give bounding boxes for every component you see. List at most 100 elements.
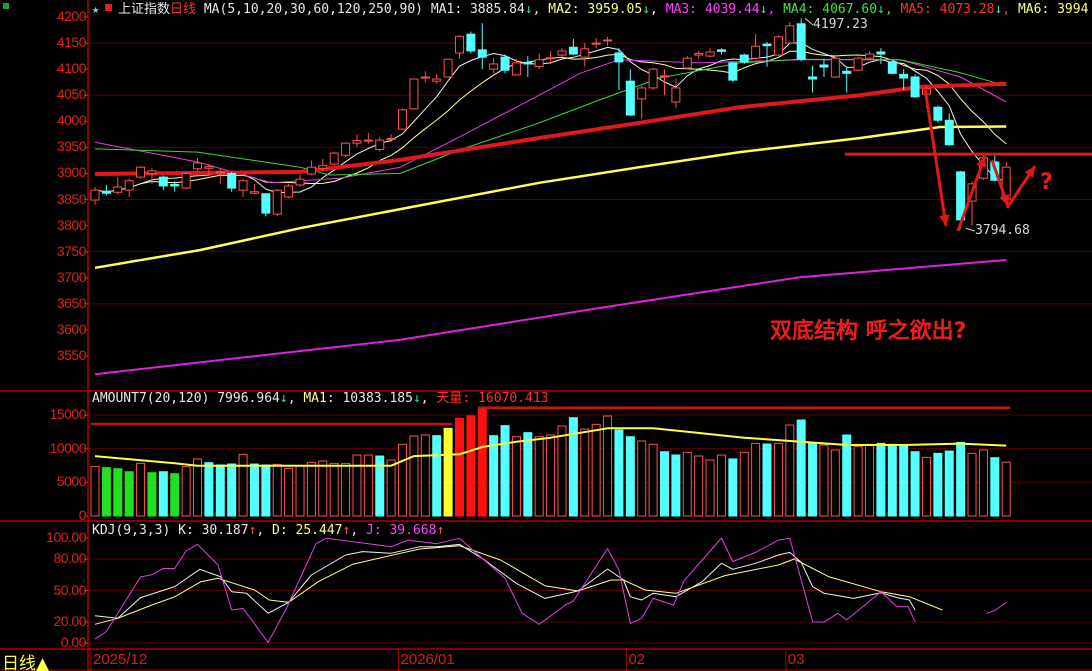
candle-body (933, 106, 943, 121)
candlestick (113, 177, 123, 195)
volume-bar (147, 472, 157, 517)
ma1-readout: MA1: 3885.84↓, (430, 2, 541, 17)
volume-bar (899, 445, 909, 517)
volume-bar (603, 415, 613, 517)
price-tick-label: 4100 (56, 60, 87, 77)
kdj-name: KDJ(9,3,3) (92, 523, 171, 538)
green-square-icon[interactable] (3, 3, 9, 9)
price-header: 上证指数日线 MA(5,10,20,30,60,120,250,90) MA1:… (118, 2, 1092, 18)
volume-bar (796, 419, 806, 517)
candlestick (819, 58, 829, 77)
star-icon[interactable]: ★ (92, 2, 100, 16)
volume-bar (511, 436, 521, 517)
candle-body (842, 70, 852, 74)
candlestick (284, 183, 294, 199)
candle-body (603, 39, 613, 42)
low-pointer-line (965, 227, 976, 232)
volume-bar (978, 449, 988, 517)
volume-bar (716, 454, 726, 517)
candlestick (204, 164, 214, 174)
candlestick (181, 171, 191, 190)
candlestick (158, 175, 168, 191)
low-price-label: 3794.68 (975, 223, 1030, 238)
candle-body (124, 180, 134, 191)
ma2-readout: MA2: 3959.05↓, (548, 2, 658, 17)
candlestick (147, 168, 157, 184)
candle-body (728, 62, 738, 81)
annotation-arrowhead (999, 194, 1010, 206)
annotation-arrowhead (939, 214, 950, 226)
candlestick (933, 105, 943, 123)
j-label: J (365, 523, 374, 538)
candlestick (899, 69, 909, 91)
candle-body (910, 76, 920, 98)
candlestick (534, 53, 544, 70)
candle-body (899, 73, 909, 79)
candlestick (409, 78, 419, 110)
candlestick (500, 54, 510, 74)
candle-body (318, 165, 328, 169)
candle-body (511, 62, 521, 76)
volume-bar (637, 440, 647, 517)
candle-body (682, 57, 692, 69)
kdj-line-k (94, 543, 916, 625)
candlestick (808, 65, 818, 93)
candle-body (90, 189, 100, 201)
period-mode-button[interactable]: 日线▲ (2, 654, 50, 671)
volume-bar (215, 464, 225, 517)
volume-bar (181, 466, 191, 517)
peak-volume-label: 天量 (436, 391, 463, 406)
volume-bar (671, 454, 681, 517)
candle-body (648, 68, 658, 89)
candlestick (227, 171, 237, 192)
peak-volume-value: 16070.413 (478, 391, 549, 406)
ma-params: MA(5,10,20,30,60,120,250,90) (203, 2, 424, 17)
candle-body (158, 176, 168, 187)
candle-body (443, 58, 453, 78)
candle-body (489, 63, 499, 70)
candlestick (136, 166, 146, 179)
candlestick (785, 22, 795, 45)
candlestick (546, 50, 556, 64)
candlestick (773, 35, 783, 57)
candlestick (489, 57, 499, 74)
volume-bar (956, 441, 966, 517)
candlestick (671, 78, 681, 109)
candle-body (113, 186, 123, 193)
candle-body (272, 189, 282, 215)
volume-bar (625, 436, 635, 517)
candle-body (181, 172, 191, 189)
candle-body (819, 64, 829, 68)
volume-bar (739, 451, 749, 517)
candlestick (705, 48, 715, 58)
volume-bar (101, 467, 111, 517)
d-value: 25.447 (295, 523, 343, 538)
index-name: 上证指数 (118, 2, 171, 17)
volume-bar (409, 435, 419, 517)
price-tick-label: 3700 (56, 268, 87, 285)
volume-bar (193, 458, 203, 517)
candle-body (147, 170, 157, 174)
flag-icon[interactable] (105, 4, 112, 11)
candlestick (352, 134, 362, 148)
volume-bar (614, 429, 624, 517)
candlestick (739, 53, 749, 64)
volume-bar (728, 458, 738, 517)
annotation-arrow (923, 87, 948, 227)
volume-bar (660, 451, 669, 517)
d-label: D (272, 523, 280, 538)
candle-body (705, 51, 715, 57)
volume-bar (284, 467, 294, 517)
candle-body (944, 119, 954, 146)
volume-bar (580, 428, 590, 517)
candlestick (830, 57, 840, 79)
volume-bar (762, 443, 772, 517)
kdj-header: KDJ(9,3,3) K: 30.187↑, D: 25.447↑, J: 39… (92, 523, 445, 538)
candle-body (375, 139, 385, 150)
candle-body (762, 43, 772, 47)
high-pointer-line (804, 18, 814, 26)
kdj-tick-label: 50.00 (53, 581, 86, 598)
volume-bar (432, 435, 442, 517)
volume-bar (990, 457, 1000, 517)
